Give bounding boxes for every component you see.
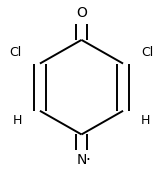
Text: N: N (76, 153, 87, 167)
Text: Cl: Cl (9, 46, 22, 59)
Text: O: O (76, 6, 87, 20)
Text: ·: · (85, 153, 90, 168)
Text: H: H (140, 114, 150, 127)
Text: Cl: Cl (141, 46, 154, 59)
Text: H: H (13, 114, 23, 127)
